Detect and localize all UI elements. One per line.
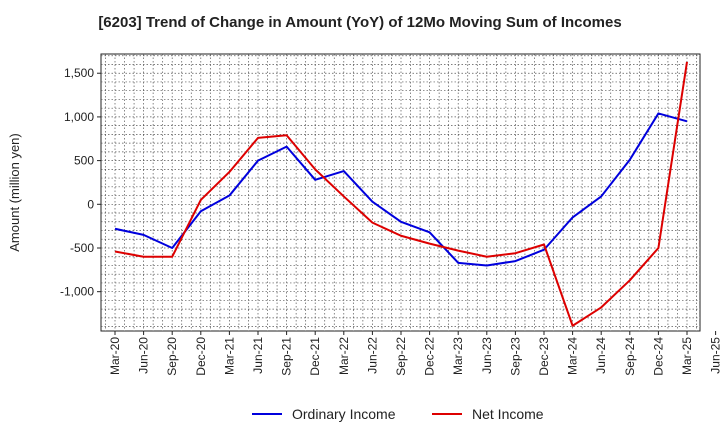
legend-layer: Ordinary Income Net Income bbox=[252, 406, 544, 422]
x-tick-label: Dec-20 bbox=[194, 337, 208, 376]
x-tick-label: Sep-22 bbox=[394, 337, 408, 376]
x-tick-label: Jun-25 bbox=[709, 337, 720, 374]
y-tick-label: 0 bbox=[87, 197, 94, 211]
legend-label-ordinary-income: Ordinary Income bbox=[292, 406, 396, 422]
series-layer bbox=[114, 61, 688, 327]
x-tick-label: Jun-22 bbox=[365, 337, 379, 374]
x-tick-label: Mar-21 bbox=[222, 337, 236, 375]
series-line-ordinary-income bbox=[114, 112, 688, 267]
y-tick-label: 1,500 bbox=[64, 66, 94, 80]
x-tick-label: Dec-22 bbox=[423, 337, 437, 376]
y-tick-label: -1,000 bbox=[60, 285, 94, 299]
x-tick-label: Jun-21 bbox=[251, 337, 265, 374]
legend-label-net-income: Net Income bbox=[472, 406, 544, 422]
x-tick-label: Dec-21 bbox=[308, 337, 322, 376]
x-tick-label: Mar-25 bbox=[680, 337, 694, 375]
x-tick-label: Mar-20 bbox=[108, 337, 122, 375]
y-tick-label: 1,000 bbox=[64, 110, 94, 124]
x-tick-label: Sep-24 bbox=[623, 337, 637, 376]
chart-title: [6203] Trend of Change in Amount (YoY) o… bbox=[98, 14, 622, 31]
y-tick-label: 500 bbox=[74, 154, 94, 168]
x-tick-label: Mar-23 bbox=[451, 337, 465, 375]
axis-layer: 1,500 1,000 500 0 -500 -1,000 Mar-20 Jun-20 Sep-… bbox=[7, 66, 720, 375]
y-axis-title: Amount (million yen) bbox=[7, 133, 22, 252]
x-tick-label: Dec-24 bbox=[651, 337, 665, 376]
plot-frame bbox=[100, 53, 701, 332]
x-tick-label: Sep-21 bbox=[280, 337, 294, 376]
y-tick-label: -500 bbox=[70, 241, 94, 255]
x-tick-label: Mar-24 bbox=[566, 337, 580, 375]
x-tick-label: Jun-20 bbox=[137, 337, 151, 374]
x-tick-label: Dec-23 bbox=[537, 337, 551, 376]
x-tick-label: Sep-20 bbox=[165, 337, 179, 376]
x-tick-label: Sep-23 bbox=[508, 337, 522, 376]
grid-layer bbox=[100, 53, 701, 332]
x-tick-label: Mar-22 bbox=[337, 337, 351, 375]
x-tick-label: Jun-23 bbox=[480, 337, 494, 374]
x-tick-label: Jun-24 bbox=[594, 337, 608, 374]
series-line-net-income bbox=[114, 61, 688, 327]
